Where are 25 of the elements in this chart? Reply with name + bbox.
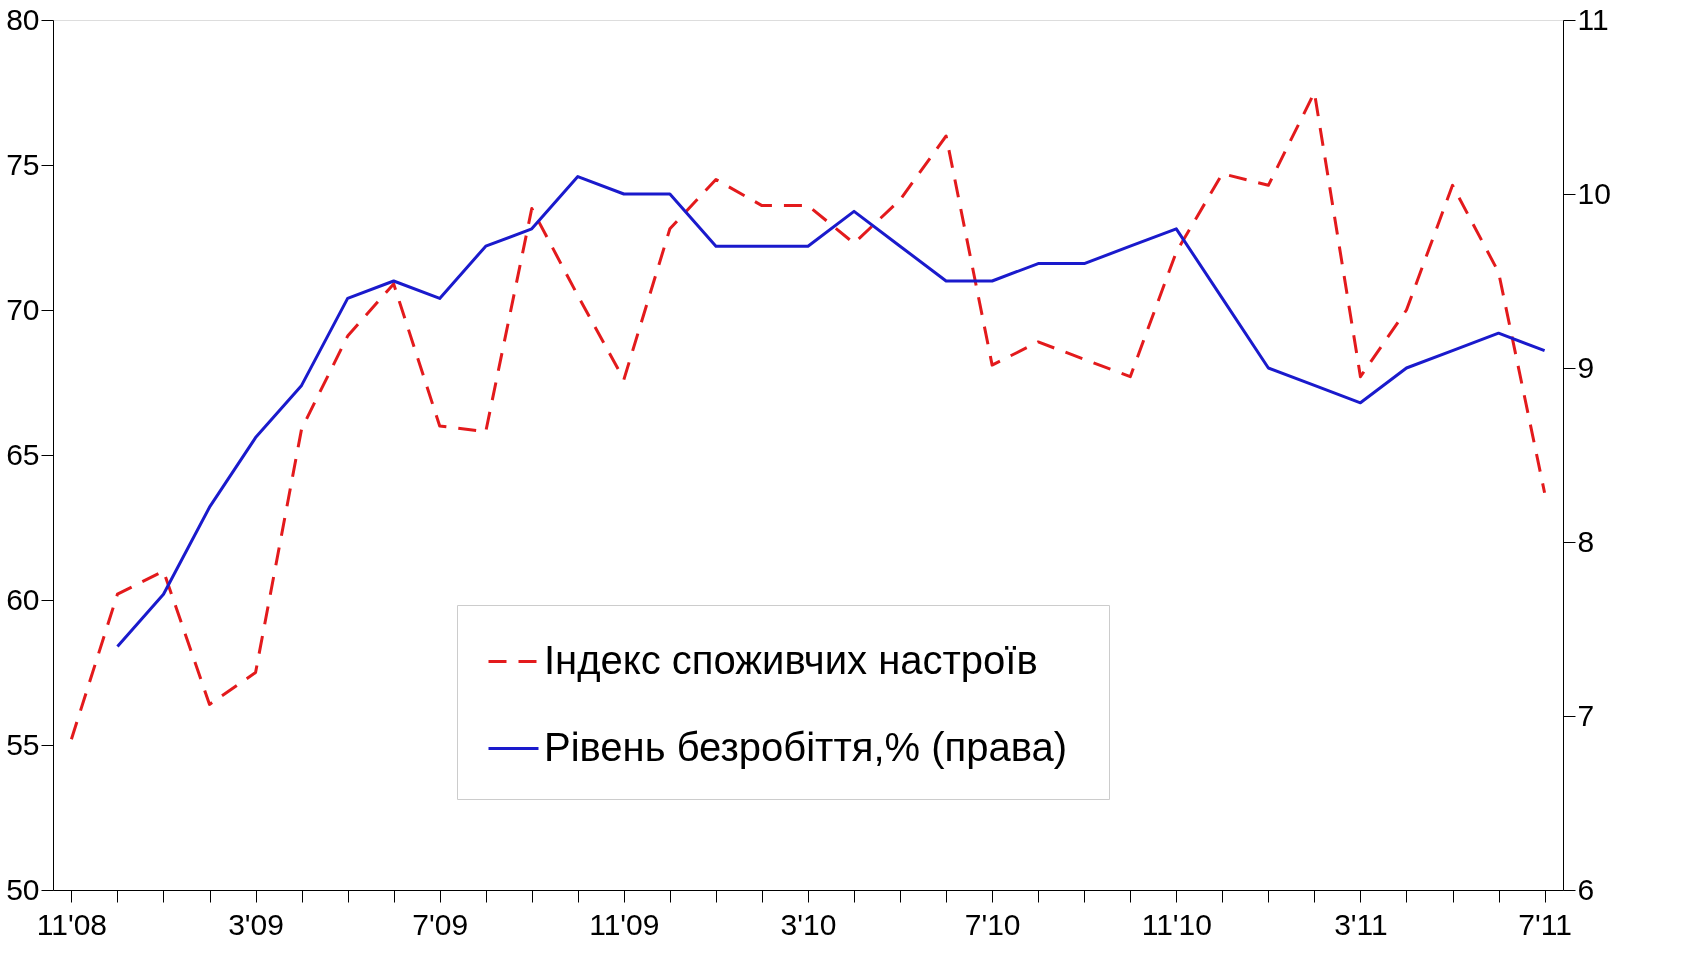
y2-tick-label: 6: [1577, 872, 1595, 906]
x-tick-label: 3'09: [228, 907, 284, 941]
x-tick-label: 3'11: [1334, 907, 1388, 941]
x-tick-label: 7'09: [412, 907, 469, 941]
line-series: [115, 175, 1547, 648]
x-tick-label: 11'10: [1141, 907, 1212, 941]
y-tick-label: 70: [6, 292, 40, 326]
x-tick-label: 11'09: [589, 907, 660, 941]
legend-label: Рівень безробіття,% (права): [544, 724, 1068, 769]
y2-tick-label: 10: [1577, 176, 1611, 210]
y2-tick-label: 11: [1577, 2, 1609, 36]
x-tick-label: 11'08: [36, 907, 108, 941]
y-tick-label: 50: [6, 872, 40, 906]
y-tick-label: 80: [6, 2, 40, 36]
y2-tick-label: 7: [1577, 698, 1595, 732]
y-tick-label: 65: [6, 437, 40, 471]
y-tick-label: 60: [6, 582, 40, 616]
y2-tick-label: 8: [1577, 524, 1595, 558]
y2-tick-label: 9: [1577, 350, 1595, 384]
y-tick-label: 75: [6, 147, 40, 181]
y-tick-label: 55: [6, 727, 40, 761]
legend-label: Індекс споживчих настроїв: [544, 637, 1038, 682]
x-tick-label: 3'10: [780, 907, 837, 941]
x-tick-label: 7'11: [1518, 907, 1572, 941]
x-tick-label: 7'10: [964, 907, 1021, 941]
